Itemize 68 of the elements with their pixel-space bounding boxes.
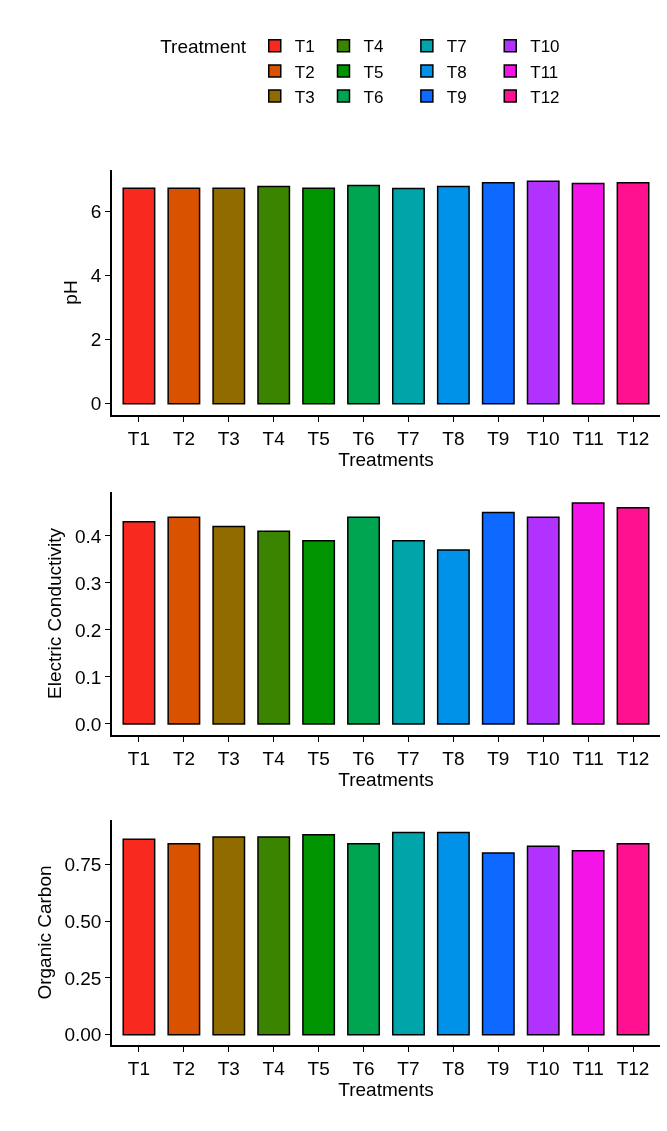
y-tick-label: 0.0 [75, 713, 102, 735]
legend-label: T10 [530, 37, 560, 57]
x-tick-label: T1 [127, 1057, 151, 1079]
legend-label: T7 [446, 37, 467, 57]
y-tick-label: 0.75 [64, 853, 102, 875]
legend-label: T1 [294, 37, 315, 57]
y-tick-label: 0.3 [75, 572, 102, 594]
x-tick-label: T4 [262, 747, 286, 769]
x-tick-label: T4 [262, 427, 286, 449]
x-tick-label: T12 [616, 747, 650, 769]
y-axis-title: Electric Conductivity [44, 527, 66, 700]
y-tick-label: 0.2 [75, 619, 102, 641]
x-tick-label: T11 [572, 427, 604, 449]
x-tick-label: T9 [487, 1057, 510, 1079]
x-tick-label: T7 [397, 427, 420, 449]
x-tick-label: T5 [307, 427, 330, 449]
x-tick-label: T1 [127, 427, 151, 449]
x-tick-label: T6 [352, 1057, 375, 1079]
x-tick-label: T2 [172, 1057, 195, 1079]
legend-label: T2 [294, 62, 315, 82]
legend-label: T3 [294, 87, 315, 107]
x-tick-label: T9 [487, 747, 510, 769]
legend-label: T5 [363, 62, 384, 82]
x-tick-label: T10 [526, 1057, 560, 1079]
y-tick-label: 6 [90, 200, 102, 222]
x-tick-label: T5 [307, 747, 330, 769]
legend-label: T6 [363, 87, 384, 107]
x-tick-label: T6 [352, 747, 375, 769]
x-tick-label: T3 [217, 427, 240, 449]
y-tick-label: 0.00 [64, 1024, 102, 1046]
x-tick-label: T10 [526, 427, 560, 449]
x-axis-title: Treatments [338, 448, 434, 470]
x-tick-label: T3 [217, 1057, 240, 1079]
x-axis-title: Treatments [338, 768, 434, 790]
legend-label: T8 [446, 62, 467, 82]
x-tick-label: T12 [616, 427, 650, 449]
y-axis-title: Organic Carbon [33, 865, 55, 1000]
y-tick-label: 0.1 [75, 666, 102, 688]
legend-label: T12 [530, 87, 560, 107]
x-tick-label: T7 [397, 1057, 420, 1079]
x-tick-label: T8 [442, 1057, 465, 1079]
x-tick-label: T3 [217, 747, 240, 769]
y-tick-label: 0.4 [75, 525, 102, 547]
y-tick-label: 0.50 [64, 910, 102, 932]
x-axis-title: Treatments [338, 1078, 434, 1100]
x-tick-label: T11 [572, 1057, 604, 1079]
x-tick-label: T2 [172, 747, 195, 769]
x-tick-label: T1 [127, 747, 151, 769]
legend-label: T11 [530, 62, 559, 82]
y-tick-label: 2 [90, 329, 102, 351]
x-tick-label: T8 [442, 427, 465, 449]
y-axis-title: pH [60, 280, 82, 305]
x-tick-label: T8 [442, 747, 465, 769]
legend-label: T9 [446, 87, 467, 107]
y-tick-label: 0.25 [64, 967, 102, 989]
x-tick-label: T9 [487, 427, 510, 449]
y-tick-label: 0 [90, 393, 102, 415]
x-tick-label: T10 [526, 747, 560, 769]
x-tick-label: T12 [616, 1057, 650, 1079]
x-tick-label: T5 [307, 1057, 330, 1079]
x-tick-label: T11 [572, 747, 604, 769]
legend-title: Treatment [160, 35, 247, 57]
x-tick-label: T2 [172, 427, 195, 449]
x-tick-label: T6 [352, 427, 375, 449]
y-tick-label: 4 [90, 264, 102, 286]
x-tick-label: T4 [262, 1057, 286, 1079]
x-tick-label: T7 [397, 747, 420, 769]
legend-label: T4 [363, 37, 384, 57]
